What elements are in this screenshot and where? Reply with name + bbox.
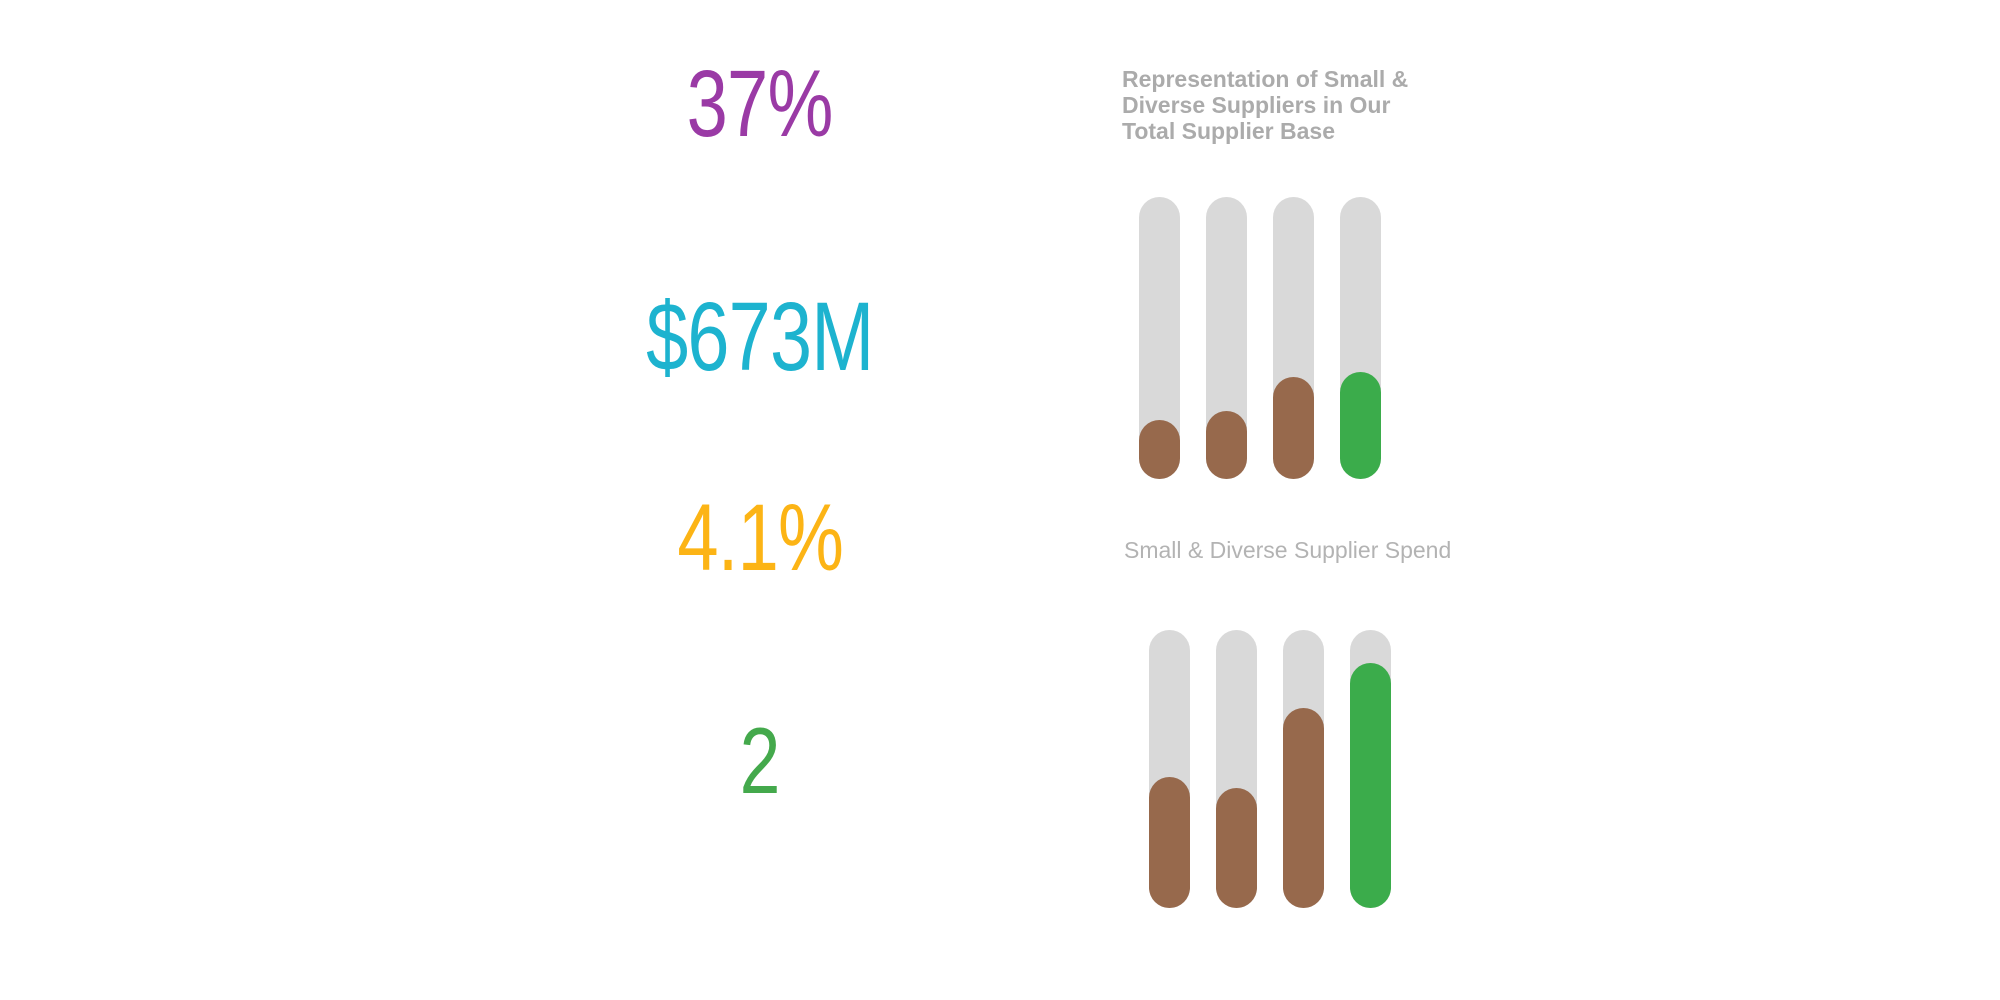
chart-title-supplier-base: Representation of Small & Diverse Suppli…	[1122, 66, 1409, 144]
bar-track	[1340, 197, 1381, 479]
bar-fill	[1283, 707, 1324, 908]
bar-track	[1149, 630, 1190, 908]
bar-track	[1139, 197, 1180, 479]
bar-fill	[1149, 777, 1190, 908]
stat-purple-percent: 37%	[510, 57, 1010, 152]
bar-track	[1350, 630, 1391, 908]
chart-title-supplier-spend: Small & Diverse Supplier Spend	[1124, 537, 1452, 563]
bar-fill	[1206, 411, 1247, 479]
bar-fill	[1139, 419, 1180, 479]
stat-value: $673M	[646, 282, 874, 391]
bar-track	[1283, 630, 1324, 908]
stat-value: 37%	[687, 51, 834, 157]
bar-track	[1273, 197, 1314, 479]
stat-gold-percent: 4.1%	[510, 491, 1010, 586]
stat-cyan-dollars: $673M	[510, 288, 1010, 385]
bar-fill	[1340, 371, 1381, 479]
bar-fill	[1273, 377, 1314, 479]
bar-fill	[1350, 663, 1391, 908]
stat-green-count: 2	[510, 714, 1010, 808]
bar-fill	[1216, 788, 1257, 908]
stat-value: 4.1%	[677, 485, 844, 591]
bar-track	[1216, 630, 1257, 908]
bar-group-supplier-base	[1139, 197, 1381, 479]
bar-track	[1206, 197, 1247, 479]
stat-value: 2	[740, 708, 781, 813]
bar-group-supplier-spend	[1149, 630, 1391, 908]
